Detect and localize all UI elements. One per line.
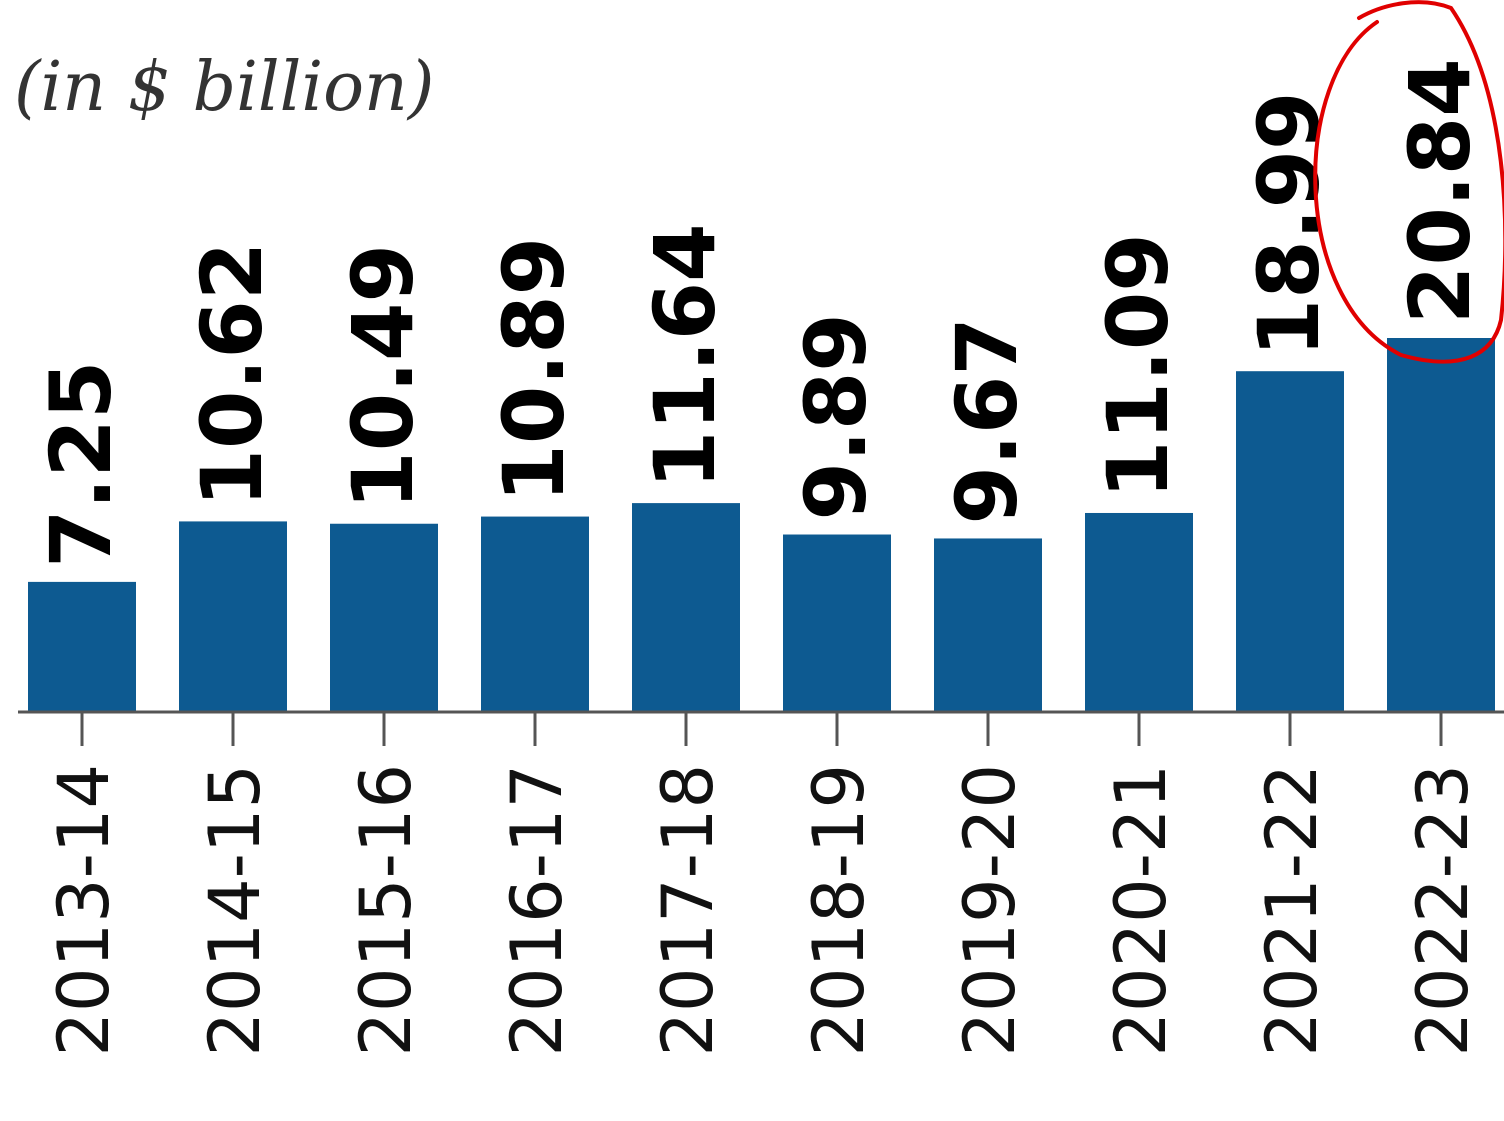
category-label-2013-14: 2013-14 [43, 764, 125, 1056]
bar-2014-15 [179, 521, 287, 712]
category-label-2017-18: 2017-18 [647, 764, 729, 1056]
bar-2021-22 [1236, 371, 1344, 712]
value-label-2022-23: 20.84 [1391, 58, 1489, 324]
value-label-2020-21: 11.09 [1089, 233, 1187, 499]
value-label-2017-18: 11.64 [636, 223, 734, 489]
category-label-2018-19: 2018-19 [798, 764, 880, 1056]
bar-2020-21 [1085, 512, 1193, 712]
bar-2013-14 [28, 581, 136, 712]
bar-2018-19 [783, 534, 891, 712]
bar-2017-18 [632, 503, 740, 712]
x-axis-ticks-group [80, 712, 1443, 746]
value-label-2016-17: 10.89 [485, 237, 583, 503]
unit-label: (in $ billion) [14, 48, 434, 127]
category-label-2022-23: 2022-23 [1402, 764, 1484, 1056]
highlight-circle [1313, 0, 1504, 364]
value-label-2014-15: 10.62 [183, 242, 281, 508]
category-label-2020-21: 2020-21 [1100, 764, 1182, 1056]
bar-2019-20 [934, 538, 1042, 712]
bar-2016-17 [481, 516, 589, 712]
bar-2022-23 [1387, 338, 1495, 712]
category-label-2014-15: 2014-15 [194, 764, 276, 1056]
value-label-2021-22: 18.99 [1240, 91, 1338, 357]
category-label-2015-16: 2015-16 [345, 764, 427, 1056]
value-label-2015-16: 10.49 [334, 244, 432, 510]
value-labels-group: 7.25 10.62 10.49 10.89 11.64 9.89 9.67 11.09 18.… [32, 58, 1489, 568]
category-label-2019-20: 2019-20 [949, 764, 1031, 1056]
value-label-2018-19: 9.89 [787, 313, 885, 520]
bars-group [28, 338, 1495, 712]
category-label-2016-17: 2016-17 [496, 764, 578, 1056]
category-labels-group: 2013-14 2014-15 2015-16 2016-17 2017-18 2018-… [43, 764, 1484, 1056]
value-label-2019-20: 9.67 [938, 317, 1036, 524]
bar-2015-16 [330, 523, 438, 712]
category-label-2021-22: 2021-22 [1251, 764, 1333, 1056]
value-label-2013-14: 7.25 [32, 361, 130, 568]
